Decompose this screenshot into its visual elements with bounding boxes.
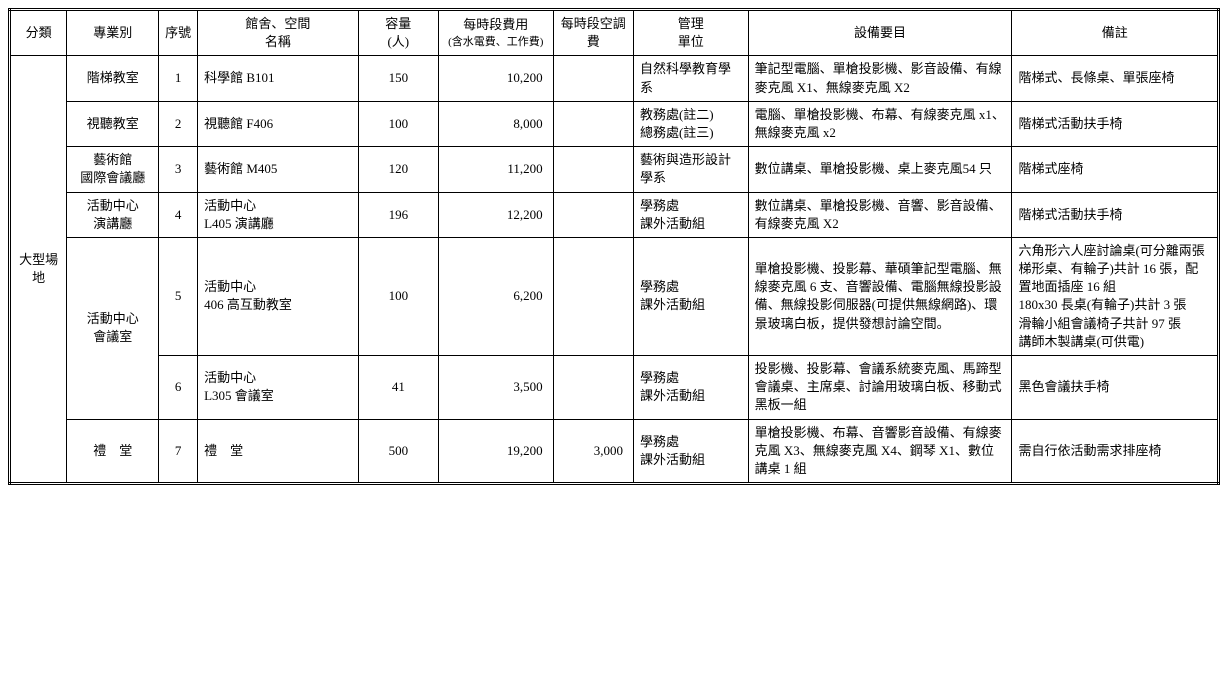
cell-remark: 階梯式座椅 [1012,147,1219,192]
cell-equip: 數位講桌、單槍投影機、桌上麥克風54 只 [748,147,1012,192]
cell-mgmt: 自然科學教育學系 [633,56,748,101]
cell-cap: 196 [358,192,438,237]
cell-equip: 單槍投影機、投影幕、華碩筆記型電腦、無線麥克風 6 支、音響設備、電腦無線投影設… [748,237,1012,355]
cell-fee: 3,500 [438,356,553,420]
cell-seq: 1 [159,56,198,101]
venue-table: 分類 專業別 序號 館舍、空間名稱 容量(人) 每時段費用 (含水電費、工作費)… [8,8,1220,485]
cell-remark: 階梯式活動扶手椅 [1012,192,1219,237]
cell-remark: 需自行依活動需求排座椅 [1012,419,1219,484]
cell-ac [553,147,633,192]
cell-remark: 階梯式、長條桌、單張座椅 [1012,56,1219,101]
cell-prof: 階梯教室 [67,56,159,101]
cell-name: 視聽館 F406 [198,101,359,146]
cell-name: 活動中心L305 會議室 [198,356,359,420]
cell-equip: 筆記型電腦、單槍投影機、影音設備、有線麥克風 X1、無線麥克風 X2 [748,56,1012,101]
cell-prof: 藝術館國際會議廳 [67,147,159,192]
cell-prof: 禮 堂 [67,419,159,484]
h-fee-sub: (含水電費、工作費) [445,35,547,50]
cell-remark: 六角形六人座討論桌(可分離兩張梯形桌、有輪子)共計 16 張，配置地面插座 16… [1012,237,1219,355]
h-ac: 每時段空調費 [553,10,633,56]
cell-cap: 41 [358,356,438,420]
cell-seq: 7 [159,419,198,484]
cell-seq: 2 [159,101,198,146]
cell-name: 科學館 B101 [198,56,359,101]
cell-name: 藝術館 M405 [198,147,359,192]
header-row: 分類 專業別 序號 館舍、空間名稱 容量(人) 每時段費用 (含水電費、工作費)… [10,10,1219,56]
cell-prof: 活動中心演講廳 [67,192,159,237]
cell-ac [553,192,633,237]
cell-fee: 10,200 [438,56,553,101]
cell-prof: 活動中心會議室 [67,237,159,419]
cell-fee: 8,000 [438,101,553,146]
cell-cap: 500 [358,419,438,484]
cell-name: 活動中心406 高互動教室 [198,237,359,355]
cell-seq: 3 [159,147,198,192]
cell-name: 活動中心L405 演講廳 [198,192,359,237]
cell-fee: 19,200 [438,419,553,484]
h-capacity: 容量(人) [358,10,438,56]
cell-fee: 12,200 [438,192,553,237]
cell-prof: 視聽教室 [67,101,159,146]
cell-remark: 黑色會議扶手椅 [1012,356,1219,420]
cell-name: 禮 堂 [198,419,359,484]
table-row: 大型場地 階梯教室 1 科學館 B101 150 10,200 自然科學教育學系… [10,56,1219,101]
h-seq: 序號 [159,10,198,56]
cell-mgmt: 教務處(註二)總務處(註三) [633,101,748,146]
cell-seq: 6 [159,356,198,420]
table-row: 活動中心演講廳 4 活動中心L405 演講廳 196 12,200 學務處課外活… [10,192,1219,237]
cell-mgmt: 學務處課外活動組 [633,237,748,355]
cell-ac [553,101,633,146]
table-row: 6 活動中心L305 會議室 41 3,500 學務處課外活動組 投影機、投影幕… [10,356,1219,420]
h-equip: 設備要目 [748,10,1012,56]
cell-equip: 電腦、單槍投影機、布幕、有線麥克風 x1、無線麥克風 x2 [748,101,1012,146]
cell-fee: 6,200 [438,237,553,355]
cell-mgmt: 學務處課外活動組 [633,356,748,420]
h-fee-top: 每時段費用 [445,16,547,34]
cell-equip: 單槍投影機、布幕、音響影音設備、有線麥克風 X3、無線麥克風 X4、鋼琴 X1、… [748,419,1012,484]
cell-ac [553,237,633,355]
cell-cap: 120 [358,147,438,192]
cell-seq: 4 [159,192,198,237]
cell-seq: 5 [159,237,198,355]
table-row: 藝術館國際會議廳 3 藝術館 M405 120 11,200 藝術與造形設計學系… [10,147,1219,192]
cell-category: 大型場地 [10,56,67,484]
h-category: 分類 [10,10,67,56]
cell-ac: 3,000 [553,419,633,484]
cell-fee: 11,200 [438,147,553,192]
cell-ac [553,356,633,420]
cell-mgmt: 學務處課外活動組 [633,192,748,237]
table-row: 禮 堂 7 禮 堂 500 19,200 3,000 學務處課外活動組 單槍投影… [10,419,1219,484]
cell-equip: 數位講桌、單槍投影機、音響、影音設備、有線麥克風 X2 [748,192,1012,237]
cell-mgmt: 藝術與造形設計學系 [633,147,748,192]
cell-equip: 投影機、投影幕、會議系統麥克風、馬蹄型會議桌、主席桌、討論用玻璃白板、移動式黑板… [748,356,1012,420]
cell-mgmt: 學務處課外活動組 [633,419,748,484]
h-profession: 專業別 [67,10,159,56]
h-mgmt: 管理單位 [633,10,748,56]
cell-cap: 150 [358,56,438,101]
cell-remark: 階梯式活動扶手椅 [1012,101,1219,146]
h-fee: 每時段費用 (含水電費、工作費) [438,10,553,56]
table-row: 活動中心會議室 5 活動中心406 高互動教室 100 6,200 學務處課外活… [10,237,1219,355]
cell-cap: 100 [358,101,438,146]
cell-ac [553,56,633,101]
cell-cap: 100 [358,237,438,355]
h-name: 館舍、空間名稱 [198,10,359,56]
h-remark: 備註 [1012,10,1219,56]
table-row: 視聽教室 2 視聽館 F406 100 8,000 教務處(註二)總務處(註三)… [10,101,1219,146]
